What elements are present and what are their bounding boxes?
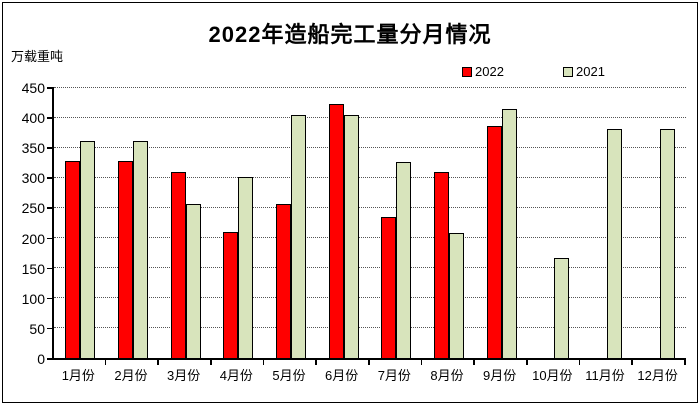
x-axis-label-3月份: 3月份 bbox=[167, 368, 201, 383]
bar-2022-5月份 bbox=[276, 203, 291, 358]
x-axis-label-1月份: 1月份 bbox=[61, 368, 95, 383]
bar-2022-1月份 bbox=[65, 161, 81, 358]
bar-2021-9月份 bbox=[501, 108, 517, 358]
y-axis-tick-50 bbox=[47, 327, 52, 330]
x-axis-label-2月份: 2月份 bbox=[114, 368, 148, 383]
gridline-100 bbox=[54, 297, 686, 299]
x-axis-label-6月份: 6月份 bbox=[325, 368, 359, 383]
bar-2022-3月份 bbox=[170, 171, 186, 358]
y-axis-unit-label: 万载重吨 bbox=[11, 49, 64, 64]
legend-swatch-2021 bbox=[563, 66, 573, 77]
bar-2022-2月份 bbox=[118, 161, 133, 358]
gridline-250 bbox=[54, 206, 686, 208]
x-axis-tick-3 bbox=[210, 360, 212, 365]
y-axis-label-450: 450 bbox=[21, 80, 45, 96]
x-axis-label-11月份: 11月份 bbox=[585, 368, 625, 383]
x-axis-tick-2 bbox=[157, 360, 159, 365]
x-axis-label-5月份: 5月份 bbox=[272, 368, 306, 383]
bar-2021-3月份 bbox=[185, 204, 201, 358]
bar-2021-5月份 bbox=[291, 114, 306, 358]
x-axis-label-9月份: 9月份 bbox=[483, 368, 517, 383]
bar-2021-4月份 bbox=[238, 176, 254, 358]
y-axis-label-350: 350 bbox=[21, 140, 45, 157]
x-axis-label-8月份: 8月份 bbox=[430, 368, 464, 383]
y-axis-tick-0 bbox=[47, 358, 52, 360]
y-axis-tick-250 bbox=[47, 207, 52, 209]
y-axis-label-250: 250 bbox=[21, 200, 45, 217]
legend-label-2021: 2021 bbox=[576, 64, 605, 79]
x-axis-tick-10 bbox=[578, 360, 581, 365]
legend-entry-2022: 2022 bbox=[462, 64, 504, 79]
bar-2022-7月份 bbox=[381, 217, 397, 358]
y-axis-label-100: 100 bbox=[21, 290, 45, 307]
x-axis-tick-8 bbox=[473, 360, 475, 365]
bar-2022-4月份 bbox=[223, 231, 239, 358]
bar-2021-1月份 bbox=[80, 141, 96, 358]
gridline-300 bbox=[54, 176, 686, 178]
x-axis-label-10月份: 10月份 bbox=[532, 368, 573, 383]
y-axis-label-300: 300 bbox=[21, 170, 45, 187]
gridline-450 bbox=[54, 86, 686, 88]
bar-2021-8月份 bbox=[449, 232, 464, 358]
bar-2021-6月份 bbox=[343, 114, 359, 358]
x-axis-tick-9 bbox=[526, 360, 528, 365]
x-axis-label-4月份: 4月份 bbox=[219, 368, 253, 383]
y-axis-tick-400 bbox=[47, 117, 52, 119]
bar-2022-8月份 bbox=[434, 171, 449, 358]
legend-entry-2021: 2021 bbox=[563, 64, 605, 79]
y-axis-label-0: 0 bbox=[37, 351, 45, 367]
bar-2021-7月份 bbox=[396, 161, 412, 358]
gridline-150 bbox=[54, 267, 686, 269]
bar-2021-12月份 bbox=[659, 129, 675, 358]
x-axis-tick-7 bbox=[420, 360, 423, 365]
y-axis-label-150: 150 bbox=[21, 260, 45, 277]
y-axis-tick-100 bbox=[47, 297, 52, 300]
gridline-50 bbox=[54, 327, 686, 329]
x-axis-label-7月份: 7月份 bbox=[377, 368, 411, 383]
x-axis-tick-12 bbox=[684, 360, 686, 365]
legend-swatch-2022 bbox=[462, 66, 472, 77]
y-axis-tick-200 bbox=[47, 237, 52, 240]
y-axis-label-200: 200 bbox=[21, 230, 45, 247]
y-axis-label-50: 50 bbox=[29, 320, 45, 337]
bar-2021-10月份 bbox=[554, 258, 570, 358]
gridline-400 bbox=[54, 116, 686, 118]
y-axis-label-400: 400 bbox=[21, 110, 45, 127]
gridline-350 bbox=[54, 146, 686, 148]
bar-2022-6月份 bbox=[328, 104, 344, 358]
chart-title: 2022年造船完工量分月情况 bbox=[208, 22, 492, 47]
y-axis-tick-450 bbox=[47, 87, 52, 89]
x-axis-label-12月份: 12月份 bbox=[637, 368, 678, 383]
x-axis-tick-5 bbox=[315, 360, 317, 365]
y-axis-tick-350 bbox=[47, 147, 52, 149]
legend-label-2022: 2022 bbox=[475, 64, 504, 79]
bar-2022-9月份 bbox=[486, 125, 502, 358]
gridline-200 bbox=[54, 237, 686, 239]
x-axis-tick-6 bbox=[368, 360, 370, 365]
y-axis-tick-300 bbox=[47, 177, 52, 179]
x-axis-tick-11 bbox=[631, 360, 633, 365]
plot-area bbox=[52, 86, 686, 360]
x-axis-tick-4 bbox=[262, 360, 265, 365]
y-axis-tick-150 bbox=[47, 267, 52, 270]
bar-2021-2月份 bbox=[133, 141, 148, 358]
x-axis-tick-1 bbox=[104, 360, 107, 365]
bar-2021-11月份 bbox=[607, 129, 622, 358]
